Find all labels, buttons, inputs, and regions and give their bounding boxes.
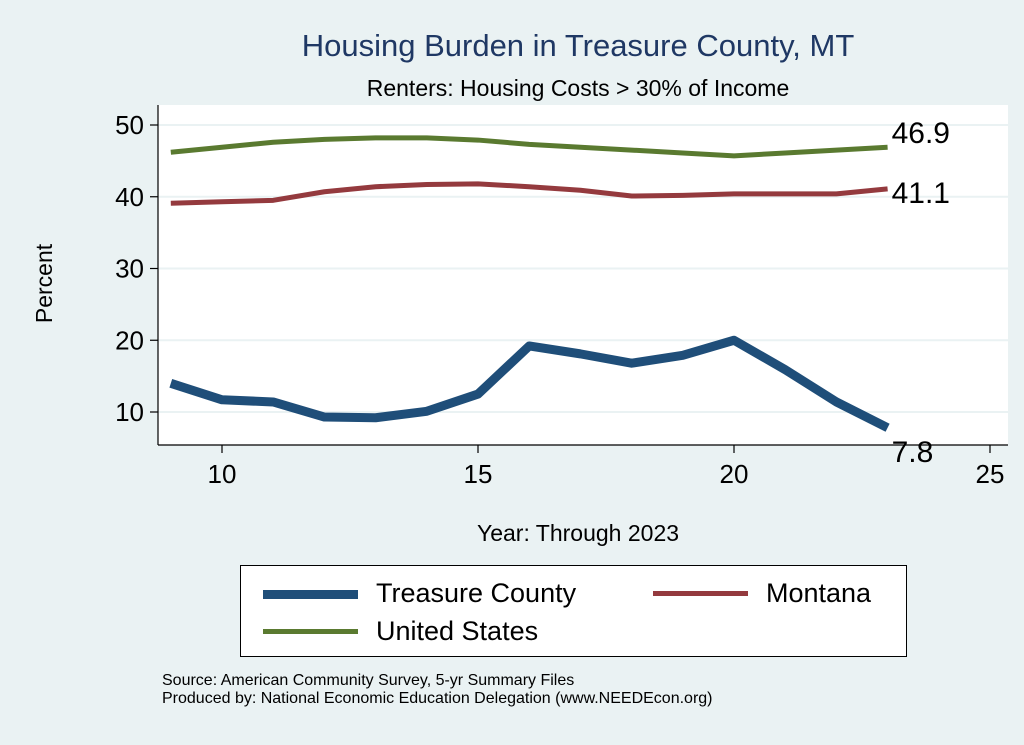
x-tick-label: 10	[208, 459, 237, 489]
y-axis-label: Percent	[31, 243, 58, 324]
legend-swatch	[653, 591, 748, 596]
end-label: 41.1	[892, 177, 950, 210]
legend-label: Treasure County	[376, 578, 577, 608]
y-tick-label: 30	[115, 254, 144, 284]
legend-label: Montana	[766, 578, 872, 608]
end-label: 46.9	[892, 117, 950, 150]
plot-area	[158, 105, 1008, 445]
series-line-montana	[170, 181, 888, 206]
y-tick-label: 40	[115, 182, 144, 212]
legend-label: United States	[376, 616, 539, 646]
chart-subtitle: Renters: Housing Costs > 30% of Income	[366, 75, 790, 101]
y-tick-label: 50	[115, 110, 144, 140]
produced-note: Produced by: National Economic Education…	[162, 690, 713, 707]
x-tick-label: 20	[720, 459, 749, 489]
x-tick-label: 25	[976, 459, 1005, 489]
end-label: 7.8	[892, 436, 934, 469]
source-note: Source: American Community Survey, 5-yr …	[162, 672, 575, 689]
y-tick-label: 10	[115, 397, 144, 427]
legend-swatch	[263, 629, 358, 634]
x-axis-label: Year: Through 2023	[476, 520, 680, 546]
legend-swatch	[263, 590, 358, 599]
y-tick-label: 20	[115, 325, 144, 355]
series-line-treasure-county	[169, 335, 890, 432]
series-line-united-states	[170, 135, 888, 159]
legend: Treasure County Montana United States	[240, 565, 907, 657]
x-tick-label: 15	[464, 459, 493, 489]
chart-title: Housing Burden in Treasure County, MT	[301, 28, 855, 63]
